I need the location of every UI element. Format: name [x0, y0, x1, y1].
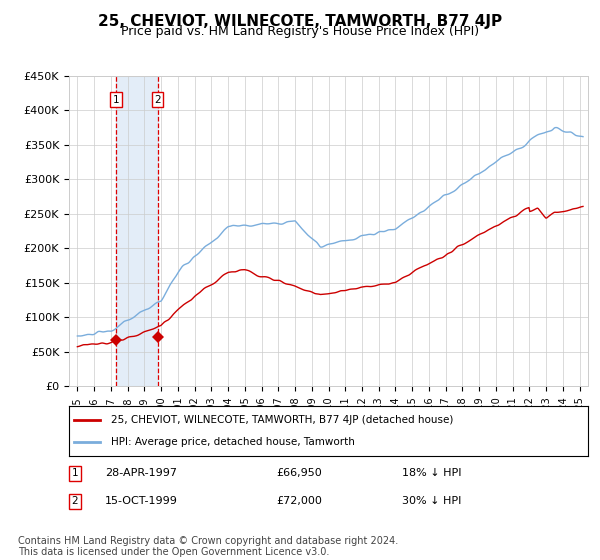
Text: HPI: Average price, detached house, Tamworth: HPI: Average price, detached house, Tamw…: [110, 437, 355, 447]
Text: 28-APR-1997: 28-APR-1997: [105, 468, 177, 478]
Text: 1: 1: [71, 468, 79, 478]
Bar: [116, 76, 158, 386]
Text: £72,000: £72,000: [276, 496, 322, 506]
Text: 30% ↓ HPI: 30% ↓ HPI: [402, 496, 461, 506]
Text: 2: 2: [71, 496, 79, 506]
Text: 25, CHEVIOT, WILNECOTE, TAMWORTH, B77 4JP: 25, CHEVIOT, WILNECOTE, TAMWORTH, B77 4J…: [98, 14, 502, 29]
Text: 18% ↓ HPI: 18% ↓ HPI: [402, 468, 461, 478]
Text: Contains HM Land Registry data © Crown copyright and database right 2024.
This d: Contains HM Land Registry data © Crown c…: [18, 535, 398, 557]
Text: 2: 2: [154, 95, 161, 105]
Text: 15-OCT-1999: 15-OCT-1999: [105, 496, 178, 506]
Text: Price paid vs. HM Land Registry's House Price Index (HPI): Price paid vs. HM Land Registry's House …: [121, 25, 479, 38]
Text: £66,950: £66,950: [276, 468, 322, 478]
Text: 25, CHEVIOT, WILNECOTE, TAMWORTH, B77 4JP (detached house): 25, CHEVIOT, WILNECOTE, TAMWORTH, B77 4J…: [110, 415, 453, 425]
Text: 1: 1: [113, 95, 119, 105]
